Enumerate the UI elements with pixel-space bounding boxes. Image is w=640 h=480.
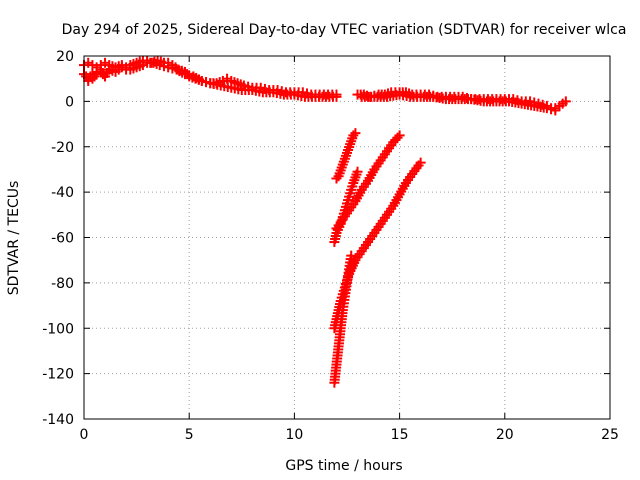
- grid-lines: [84, 56, 610, 419]
- y-tick-label: -80: [51, 276, 74, 292]
- data-point: [550, 105, 561, 116]
- x-tick-label: 15: [391, 427, 409, 443]
- axis-ticks: [83, 55, 611, 420]
- data-point: [196, 75, 207, 86]
- data-point: [350, 128, 361, 139]
- x-tick-labels: 0 5 10 15 20 25: [80, 427, 619, 443]
- x-tick-label: 10: [285, 427, 303, 443]
- data-point: [546, 104, 557, 115]
- data-point: [104, 64, 115, 75]
- data-point: [167, 63, 178, 74]
- data-point: [154, 60, 165, 71]
- data-point: [560, 96, 571, 107]
- y-tick-label: -20: [51, 140, 74, 156]
- x-tick-label: 20: [496, 427, 514, 443]
- y-tick-labels: 20 0 -20 -40 -60 -80 -100 -120 -140: [42, 49, 74, 428]
- data-point: [394, 130, 405, 141]
- data-point: [179, 69, 190, 80]
- y-tick-label: -40: [51, 185, 74, 201]
- y-tick-label: -100: [42, 321, 74, 337]
- data-point: [352, 166, 363, 177]
- data-point: [541, 103, 552, 114]
- y-tick-label: 0: [65, 94, 74, 110]
- x-tick-label: 25: [601, 427, 619, 443]
- data-point: [348, 255, 359, 266]
- y-axis-title: SDTVAR / TECUs: [6, 181, 22, 296]
- data-point: [184, 70, 195, 81]
- data-point: [201, 77, 212, 88]
- y-tick-label: -140: [42, 412, 74, 428]
- chart-title: Day 294 of 2025, Sidereal Day-to-day VTE…: [62, 22, 627, 38]
- data-points: [79, 55, 571, 388]
- y-tick-label: -60: [51, 231, 74, 247]
- data-point: [415, 157, 426, 168]
- data-point: [158, 61, 169, 72]
- x-tick-label: 0: [80, 427, 89, 443]
- data-point: [331, 91, 342, 102]
- data-point: [163, 62, 174, 73]
- y-tick-label: 20: [56, 49, 74, 65]
- x-tick-label: 5: [185, 427, 194, 443]
- x-axis-title: GPS time / hours: [285, 458, 402, 474]
- y-tick-label: -120: [42, 367, 74, 383]
